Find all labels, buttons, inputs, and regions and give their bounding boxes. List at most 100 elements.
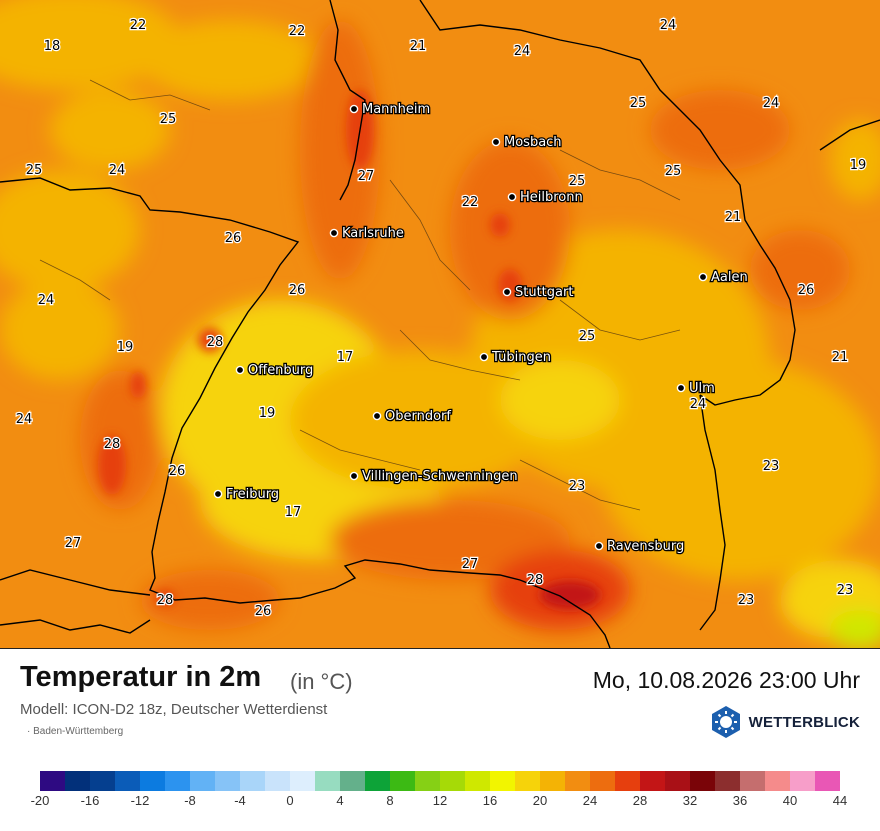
legend-color-step — [340, 771, 365, 791]
city-dot — [213, 489, 223, 499]
legend-color-step — [90, 771, 115, 791]
legend-tick-label: 28 — [632, 793, 648, 808]
temperature-value-label: 23 — [837, 583, 854, 598]
city-dot — [676, 383, 686, 393]
city-dot — [372, 411, 382, 421]
city-dot — [698, 272, 708, 282]
temperature-field — [0, 0, 880, 648]
temperature-value-label: 28 — [207, 335, 224, 350]
temperature-value-label: 24 — [660, 18, 677, 33]
city-marker[interactable]: Freiburg — [213, 486, 280, 503]
city-label: Ulm — [689, 381, 715, 396]
legend-tick-label: 0 — [286, 793, 294, 808]
city-dot — [349, 471, 359, 481]
temperature-value-label: 28 — [527, 573, 544, 588]
city-marker[interactable]: Ulm — [676, 380, 716, 397]
legend-color-step — [390, 771, 415, 791]
city-label: Mannheim — [362, 102, 430, 117]
temperature-value-label: 27 — [462, 557, 479, 572]
brand-logo[interactable]: WETTERBLICK — [709, 705, 860, 739]
legend-color-step — [565, 771, 590, 791]
region-label: · Baden-Württemberg — [27, 726, 124, 737]
temperature-value-label: 27 — [358, 169, 375, 184]
city-marker[interactable]: Mosbach — [491, 134, 563, 151]
legend-color-step — [240, 771, 265, 791]
city-label: Karlsruhe — [342, 226, 404, 241]
map-title: Temperatur in 2m — [20, 661, 262, 693]
temperature-value-label: 19 — [117, 340, 134, 355]
legend-color-step — [640, 771, 665, 791]
district-borders — [39, 79, 681, 511]
temperature-value-label: 25 — [26, 163, 43, 178]
temperature-value-label: 17 — [337, 350, 354, 365]
legend-color-step — [765, 771, 790, 791]
temperature-value-label: 22 — [289, 24, 306, 39]
temperature-value-label: 24 — [690, 397, 707, 412]
legend-color-step — [665, 771, 690, 791]
temperature-value-label: 28 — [104, 437, 121, 452]
legend-color-step — [490, 771, 515, 791]
temperature-map[interactable]: Mannheim Mosbach Heilbronn Karlsruhe Stuttga… — [0, 0, 880, 648]
city-label: Villingen-Schwenningen — [362, 469, 518, 484]
legend-color-step — [540, 771, 565, 791]
city-marker[interactable]: Stuttgart — [502, 284, 575, 301]
legend-tick-label: 24 — [582, 793, 598, 808]
legend-tick-label: 40 — [782, 793, 798, 808]
city-marker[interactable]: Oberndorf — [372, 408, 453, 425]
legend-tick-label: 8 — [386, 793, 394, 808]
city-dot — [491, 137, 501, 147]
temperature-value-label: 22 — [462, 195, 479, 210]
temperature-value-label: 28 — [157, 593, 174, 608]
city-marker[interactable]: Karlsruhe — [329, 225, 405, 242]
city-label: Aalen — [711, 270, 748, 285]
legend-color-step — [315, 771, 340, 791]
brand-name: WETTERBLICK — [748, 713, 860, 731]
legend-color-step — [190, 771, 215, 791]
city-markers: Mannheim Mosbach Heilbronn Karlsruhe Stuttga… — [213, 101, 749, 555]
city-marker[interactable]: Ravensburg — [594, 538, 686, 555]
legend-color-step — [515, 771, 540, 791]
temperature-value-label: 25 — [569, 174, 586, 189]
temperature-value-label: 24 — [16, 412, 33, 427]
city-label: Oberndorf — [385, 409, 451, 424]
city-marker[interactable]: Mannheim — [349, 101, 431, 118]
legend-tick-label: 20 — [532, 793, 548, 808]
temperature-value-label: 24 — [38, 293, 55, 308]
legend-tick-label: 4 — [336, 793, 344, 808]
legend-tick-label: 16 — [482, 793, 498, 808]
legend-tick-label: -16 — [80, 793, 100, 808]
legend-color-step — [740, 771, 765, 791]
legend-color-step — [415, 771, 440, 791]
region-name: Baden-Württemberg — [33, 726, 124, 737]
temperature-value-label: 24 — [109, 163, 126, 178]
wetterblick-logo-icon — [711, 706, 740, 738]
temperature-value-label: 26 — [798, 283, 815, 298]
city-label: Ravensburg — [607, 539, 684, 554]
legend-color-step — [615, 771, 640, 791]
temperature-value-label: 26 — [169, 464, 186, 479]
temperature-value-label: 19 — [259, 406, 276, 421]
city-label: Heilbronn — [520, 190, 583, 205]
city-marker[interactable]: Heilbronn — [507, 189, 584, 206]
legend-color-step — [590, 771, 615, 791]
forecast-datetime: Mo, 10.08.2026 23:00 Uhr — [592, 667, 860, 693]
legend-color-step — [140, 771, 165, 791]
legend-color-step — [165, 771, 190, 791]
legend-tick-label: -4 — [234, 793, 246, 808]
legend-color-step — [690, 771, 715, 791]
city-dot — [594, 541, 604, 551]
legend-color-step — [365, 771, 390, 791]
temperature-value-label: 25 — [160, 112, 177, 127]
legend-color-step — [715, 771, 740, 791]
temperature-value-label: 21 — [725, 210, 742, 225]
city-marker[interactable]: Aalen — [698, 269, 749, 286]
temperature-value-label: 22 — [130, 18, 147, 33]
legend-tick-label: -20 — [30, 793, 50, 808]
city-marker[interactable]: Villingen-Schwenningen — [349, 468, 519, 485]
city-marker[interactable]: Tübingen — [479, 349, 552, 366]
temperature-value-label: 17 — [285, 505, 302, 520]
city-marker[interactable]: Offenburg — [235, 362, 315, 379]
legend-color-step — [290, 771, 315, 791]
legend-color-step — [440, 771, 465, 791]
map-canvas: Mannheim Mosbach Heilbronn Karlsruhe Stuttga… — [0, 0, 880, 648]
